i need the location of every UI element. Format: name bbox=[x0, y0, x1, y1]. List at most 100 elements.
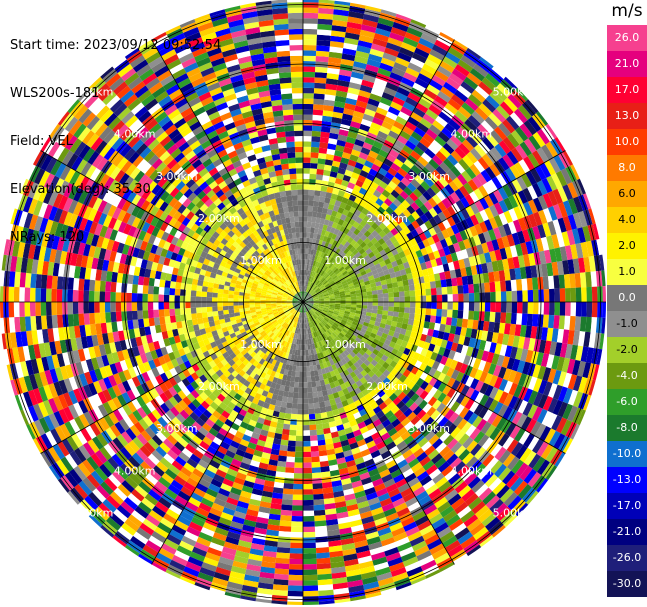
velocity-gate bbox=[359, 241, 367, 249]
velocity-gate bbox=[303, 98, 314, 105]
velocity-gate bbox=[318, 201, 325, 208]
velocity-gate bbox=[307, 328, 310, 334]
velocity-gate bbox=[313, 370, 319, 376]
velocity-gate bbox=[337, 390, 345, 397]
velocity-gate bbox=[250, 542, 265, 551]
velocity-gate bbox=[325, 192, 333, 199]
velocity-gate bbox=[514, 427, 526, 442]
velocity-gate bbox=[394, 363, 402, 372]
velocity-gate bbox=[472, 415, 483, 428]
velocity-gate bbox=[393, 62, 408, 73]
velocity-gate bbox=[400, 487, 413, 498]
velocity-gate bbox=[338, 522, 351, 530]
velocity-gate bbox=[350, 239, 357, 247]
velocity-gate bbox=[291, 515, 303, 522]
velocity-gate bbox=[210, 537, 226, 547]
velocity-gate bbox=[553, 154, 566, 171]
velocity-gate bbox=[258, 358, 266, 365]
velocity-gate bbox=[526, 313, 533, 327]
velocity-gate bbox=[388, 149, 400, 159]
velocity-gate bbox=[293, 310, 298, 316]
velocity-gate bbox=[292, 365, 297, 372]
velocity-gate bbox=[472, 274, 479, 285]
velocity-gate bbox=[219, 381, 228, 390]
velocity-gate bbox=[398, 312, 405, 318]
velocity-gate bbox=[195, 395, 205, 405]
velocity-gate bbox=[368, 251, 375, 259]
velocity-gate bbox=[268, 357, 274, 364]
velocity-gate bbox=[344, 323, 351, 329]
velocity-gate bbox=[468, 93, 483, 107]
velocity-gate bbox=[274, 568, 289, 575]
velocity-gate bbox=[319, 190, 327, 198]
velocity-gate bbox=[351, 424, 360, 432]
velocity-gate bbox=[255, 333, 262, 340]
velocity-gate bbox=[409, 290, 416, 297]
velocity-gate bbox=[269, 453, 279, 461]
velocity-gate bbox=[407, 278, 415, 286]
velocity-gate bbox=[370, 88, 384, 97]
velocity-gate bbox=[320, 320, 326, 326]
velocity-gate bbox=[327, 393, 335, 401]
velocity-gate bbox=[265, 336, 271, 342]
velocity-gate bbox=[489, 204, 499, 218]
velocity-gate bbox=[311, 130, 321, 137]
velocity-gate bbox=[170, 430, 182, 442]
velocity-gate bbox=[268, 403, 276, 411]
velocity-gate bbox=[364, 487, 376, 496]
velocity-gate bbox=[169, 406, 180, 417]
velocity-gate bbox=[410, 164, 422, 175]
velocity-gate bbox=[397, 167, 408, 178]
velocity-gate bbox=[536, 408, 548, 424]
velocity-gate bbox=[582, 225, 592, 242]
velocity-gate bbox=[274, 432, 283, 440]
velocity-gate bbox=[316, 262, 321, 268]
velocity-gate bbox=[361, 346, 368, 353]
velocity-gate bbox=[239, 534, 253, 543]
velocity-gate bbox=[212, 532, 227, 542]
velocity-gate bbox=[431, 547, 448, 560]
velocity-gate bbox=[490, 291, 496, 302]
velocity-gate bbox=[188, 439, 200, 450]
velocity-gate bbox=[326, 208, 333, 216]
velocity-gate bbox=[324, 94, 336, 101]
velocity-gate bbox=[225, 431, 235, 441]
velocity-gate bbox=[294, 327, 298, 334]
velocity-gate bbox=[190, 492, 204, 503]
velocity-gate bbox=[246, 563, 262, 572]
velocity-gate bbox=[350, 71, 364, 80]
velocity-gate bbox=[348, 314, 355, 319]
velocity-gate bbox=[312, 314, 317, 320]
velocity-gate bbox=[390, 492, 403, 503]
velocity-gate bbox=[423, 229, 432, 239]
velocity-gate bbox=[316, 168, 324, 176]
velocity-gate bbox=[383, 116, 396, 126]
velocity-gate bbox=[352, 110, 365, 119]
velocity-gate bbox=[578, 331, 586, 347]
velocity-gate bbox=[410, 415, 421, 426]
velocity-gate bbox=[148, 489, 162, 502]
velocity-gate bbox=[309, 316, 313, 322]
velocity-gate bbox=[502, 436, 515, 450]
velocity-gate bbox=[332, 286, 338, 291]
velocity-gate bbox=[163, 513, 178, 525]
velocity-gate bbox=[532, 364, 541, 379]
velocity-gate bbox=[398, 229, 407, 238]
velocity-gate bbox=[478, 311, 485, 321]
velocity-gate bbox=[503, 76, 518, 90]
velocity-gate bbox=[437, 221, 447, 232]
velocity-gate bbox=[344, 169, 353, 177]
velocity-gate bbox=[294, 305, 299, 310]
velocity-gate bbox=[240, 384, 248, 392]
velocity-gate bbox=[454, 527, 470, 540]
velocity-gate bbox=[439, 561, 455, 572]
velocity-gate bbox=[322, 115, 333, 123]
velocity-gate bbox=[257, 511, 270, 519]
velocity-gate bbox=[412, 352, 421, 361]
velocity-gate bbox=[361, 413, 370, 422]
velocity-gate bbox=[502, 406, 513, 420]
velocity-gate bbox=[308, 310, 313, 316]
velocity-gate bbox=[488, 363, 497, 375]
velocity-gate bbox=[557, 371, 567, 387]
velocity-gate bbox=[425, 350, 433, 359]
